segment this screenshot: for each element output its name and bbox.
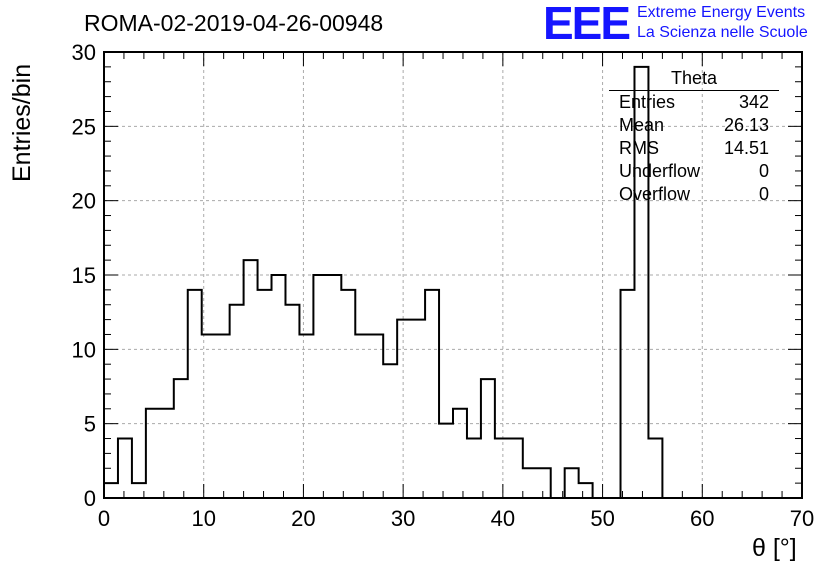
x-tick-label: 50 xyxy=(590,506,614,531)
y-tick-label: 30 xyxy=(72,40,96,65)
y-axis-label: Entries/bin xyxy=(8,63,36,182)
stats-label: Overflow xyxy=(619,184,691,204)
stats-value: 0 xyxy=(758,161,769,181)
y-tick-label: 25 xyxy=(72,114,96,139)
stats-row-underflow: Underflow 0 xyxy=(609,160,779,183)
stats-box: Theta Entries 342 Mean 26.13 RMS 14.51 U… xyxy=(609,66,779,206)
logo-line-2: La Scienza nelle Scuole xyxy=(637,24,808,41)
stats-value: 0 xyxy=(758,184,769,204)
eee-logo: EEE xyxy=(543,0,631,49)
stats-row-rms: RMS 14.51 xyxy=(609,137,779,160)
stats-label: RMS xyxy=(619,138,659,158)
plot-frame xyxy=(103,51,803,499)
run-title: ROMA-02-2019-04-26-00948 xyxy=(84,10,384,36)
stats-value: 342 xyxy=(738,92,769,112)
y-tick-label: 5 xyxy=(84,412,96,437)
x-tick-label: 20 xyxy=(291,506,315,531)
x-tick-label: 70 xyxy=(790,506,814,531)
stats-label: Entries xyxy=(619,92,676,112)
x-tick-label: 40 xyxy=(491,506,515,531)
x-axis-label: θ [°] xyxy=(752,534,797,562)
stats-row-entries: Entries 342 xyxy=(609,91,779,114)
stats-value: 26.13 xyxy=(723,115,769,135)
histogram-step-line xyxy=(103,65,802,499)
y-tick-label: 20 xyxy=(72,189,96,214)
stats-label: Mean xyxy=(619,115,665,135)
x-tick-label: 60 xyxy=(690,506,714,531)
x-tick-label: 0 xyxy=(98,506,110,531)
y-tick-label: 0 xyxy=(84,486,96,511)
stats-label: Underflow xyxy=(619,161,701,181)
stats-row-overflow: Overflow 0 xyxy=(609,183,779,206)
tick-labels: 0 10 20 30 40 50 60 70 0 5 10 15 20 25 30 xyxy=(72,40,815,531)
y-tick-label: 15 xyxy=(72,263,96,288)
stats-title: Theta xyxy=(609,66,779,91)
stats-value: 14.51 xyxy=(723,138,769,158)
x-tick-label: 10 xyxy=(191,506,215,531)
stats-row-mean: Mean 26.13 xyxy=(609,114,779,137)
logo-line-1: Extreme Energy Events xyxy=(637,4,806,21)
x-tick-label: 30 xyxy=(391,506,415,531)
y-tick-label: 10 xyxy=(72,337,96,362)
